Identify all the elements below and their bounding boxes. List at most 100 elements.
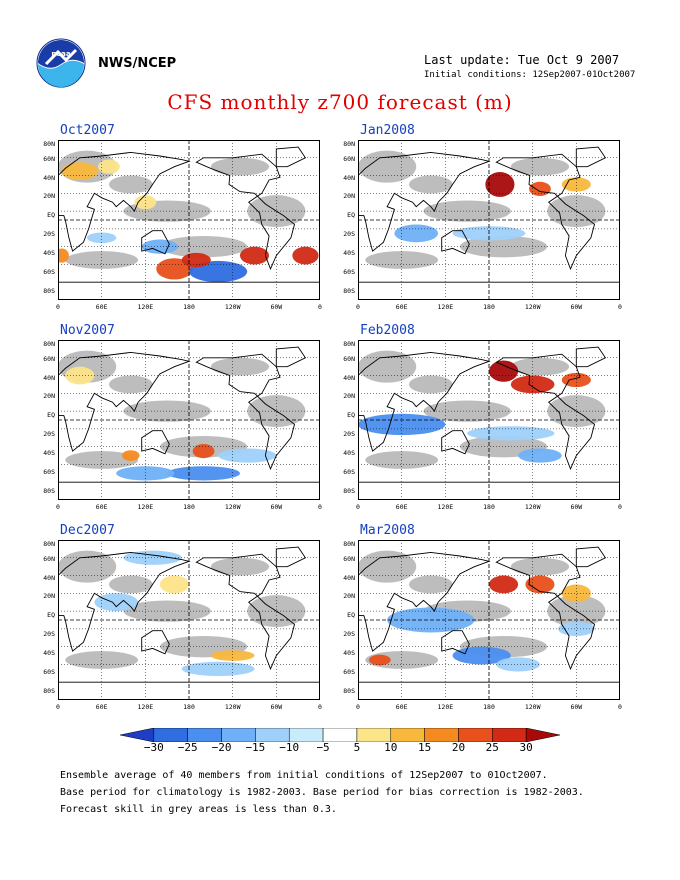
grid-lines: [358, 140, 620, 300]
lat-tick-label: 80N: [43, 340, 55, 348]
colorbar-swatch: [187, 728, 222, 742]
lon-tick-label: 60E: [395, 703, 408, 711]
lon-tick-label: 120E: [137, 703, 154, 711]
lon-tick-label: 0: [318, 503, 322, 511]
colorbar-tick-label: −15: [245, 741, 266, 754]
svg-text:noaa: noaa: [51, 50, 71, 58]
grid-lines: [358, 540, 620, 700]
map-panel-nov2007: [58, 340, 320, 500]
lon-tick-label: 0: [618, 503, 622, 511]
lat-tick-label: 80S: [43, 286, 55, 295]
lat-tick-label: 20S: [343, 430, 355, 439]
colorbar-swatch: [288, 728, 324, 742]
lon-tick-label: 180: [483, 703, 495, 711]
lat-tick-label: 60N: [43, 354, 55, 363]
lon-tick-label: 60E: [95, 703, 108, 711]
anomaly-shading: [65, 366, 277, 481]
grid-lines: [358, 340, 620, 500]
grid-lines: [58, 340, 320, 500]
lat-tick-label: 80N: [43, 140, 55, 148]
lon-tick-label: 0: [356, 303, 360, 311]
lon-tick-label: 60E: [395, 303, 408, 311]
org-name: NWS/NCEP: [98, 56, 177, 71]
colorbar-swatch: [356, 728, 392, 742]
lat-tick-label: 20S: [343, 630, 355, 639]
lon-tick-label: 120E: [137, 303, 154, 311]
footer-line-3: Forecast skill in grey areas is less tha…: [60, 804, 337, 815]
lat-tick-label: 60N: [343, 154, 355, 163]
lon-tick-label: 180: [483, 303, 495, 311]
lat-tick-label: 60S: [43, 267, 55, 276]
lat-tick-label: 60S: [43, 667, 55, 676]
lat-tick-label: 40N: [43, 373, 55, 382]
panel-title-nov2007: Nov2007: [60, 323, 115, 338]
page-title: CFS monthly z700 forecast (m): [167, 90, 513, 114]
lat-tick-label: 40S: [43, 448, 55, 457]
map-panel-dec2007: [58, 540, 320, 700]
colorbar-tick-label: −10: [279, 741, 300, 754]
lon-tick-label: 120E: [437, 503, 454, 511]
lat-tick-label: EQ: [47, 411, 55, 420]
lon-tick-label: 0: [318, 703, 322, 711]
lon-tick-label: 120W: [224, 503, 241, 511]
initial-conditions: Initial conditions: 12Sep2007-01Oct2007: [424, 70, 636, 80]
lat-tick-label: 20S: [43, 630, 55, 639]
lon-tick-label: 120W: [224, 703, 241, 711]
colorbar-tick-label: 15: [417, 741, 432, 754]
colorbar-tick-label: −30: [143, 741, 164, 754]
lat-tick-label: 60S: [343, 467, 355, 476]
lat-tick-label: 40N: [343, 373, 355, 382]
lat-tick-label: 40S: [343, 648, 355, 657]
lat-tick-label: EQ: [347, 211, 355, 220]
lat-tick-label: 40S: [343, 448, 355, 457]
lon-tick-label: 60W: [570, 503, 583, 511]
colorbar-tick-label: −25: [177, 741, 198, 754]
lat-tick-label: 20S: [43, 430, 55, 439]
lat-tick-label: 60S: [343, 667, 355, 676]
lat-tick-label: 60N: [343, 354, 355, 363]
lat-tick-label: 20S: [343, 230, 355, 239]
lat-tick-label: 40N: [43, 573, 55, 582]
lon-tick-label: 180: [183, 303, 195, 311]
colorbar-tick-label: 30: [519, 741, 533, 754]
lat-tick-label: EQ: [47, 611, 55, 620]
panel-title-jan2008: Jan2008: [360, 123, 415, 138]
colorbar-swatch: [221, 728, 256, 742]
lat-tick-label: 60S: [343, 267, 355, 276]
lat-tick-label: 20S: [43, 230, 55, 239]
colorbar-swatch: [492, 728, 527, 742]
footer-line-1: Ensemble average of 40 members from init…: [60, 770, 548, 781]
lat-tick-label: EQ: [47, 211, 55, 220]
lat-tick-label: 40N: [343, 173, 355, 182]
lat-tick-label: 20N: [43, 592, 55, 601]
colorbar-tick-label: 20: [451, 741, 466, 754]
footer-line-2: Base period for climatology is 1982-2003…: [60, 787, 584, 798]
lon-tick-label: 0: [356, 503, 360, 511]
lat-tick-label: 40S: [43, 248, 55, 257]
lon-tick-label: 0: [56, 503, 60, 511]
lat-tick-label: 40N: [343, 573, 355, 582]
anomaly-shading: [58, 159, 319, 283]
lon-tick-label: 60W: [570, 703, 583, 711]
lon-tick-label: 60W: [270, 303, 283, 311]
lon-tick-label: 120W: [524, 703, 541, 711]
lat-tick-label: 20N: [343, 192, 355, 201]
lat-tick-label: 20N: [43, 392, 55, 401]
lat-tick-label: 20N: [343, 592, 355, 601]
lat-tick-label: 80S: [43, 686, 55, 695]
lat-tick-label: 60N: [43, 154, 55, 163]
lat-tick-label: 80S: [343, 686, 355, 695]
map-panel-jan2008: [358, 140, 620, 300]
colorbar-tick-label: −5: [316, 741, 330, 754]
map-panel-oct2007: [58, 140, 320, 300]
lon-tick-label: 180: [483, 503, 495, 511]
lat-tick-label: 80N: [343, 540, 355, 548]
grid-lines: [58, 540, 320, 700]
lon-tick-label: 60E: [95, 503, 108, 511]
lon-tick-label: 120E: [437, 703, 454, 711]
colorbar-tick-label: 10: [384, 741, 398, 754]
lon-tick-label: 120W: [524, 503, 541, 511]
lon-tick-label: 180: [183, 503, 195, 511]
lon-tick-label: 0: [618, 303, 622, 311]
last-update: Last update: Tue Oct 9 2007: [424, 53, 620, 67]
